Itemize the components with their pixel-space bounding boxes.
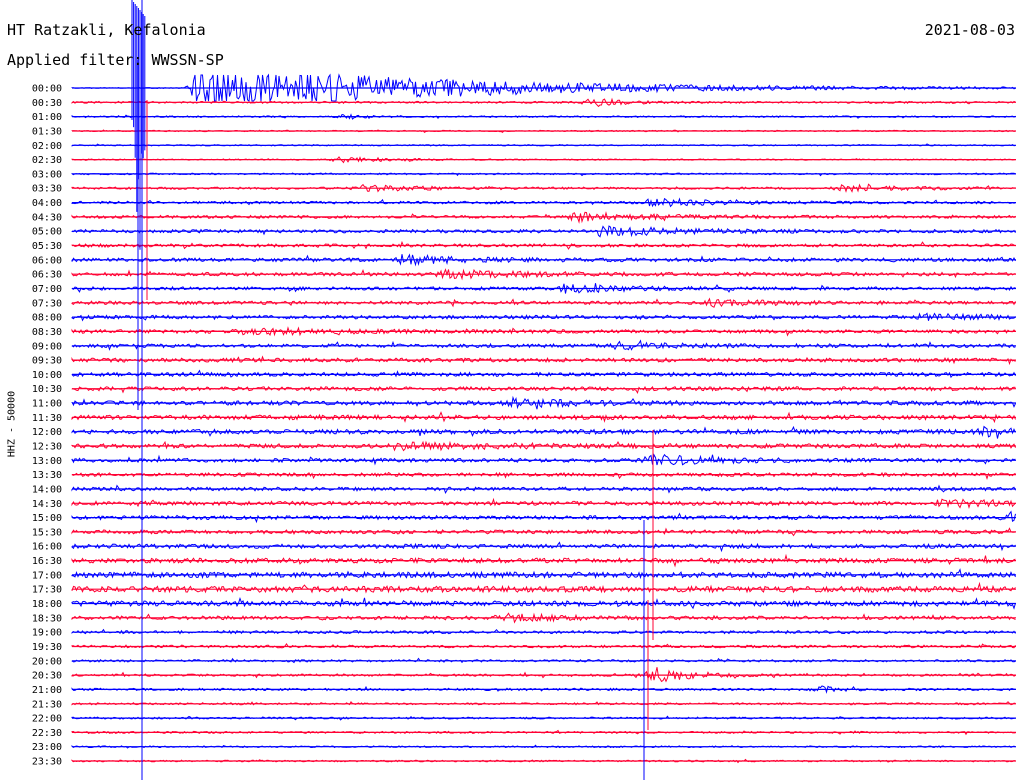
row-tick-label: 11:00 [32, 399, 62, 410]
trace-row [71, 471, 1016, 480]
row-tick-label: 07:30 [32, 298, 62, 309]
trace-row [71, 225, 1016, 238]
trace-row [71, 425, 1016, 439]
row-tick-label: 06:00 [32, 255, 62, 266]
row-tick-label: 11:30 [32, 413, 62, 424]
row-tick-label: 21:30 [32, 699, 62, 710]
trace-row [71, 568, 1016, 580]
row-tick-label: 05:00 [32, 227, 62, 238]
trace-row [71, 612, 1016, 624]
helicorder-traces [71, 0, 1016, 780]
row-tick-label: 09:30 [32, 356, 62, 367]
trace-row [71, 541, 1016, 553]
trace-row [71, 510, 1016, 524]
row-tick-label: 12:30 [32, 442, 62, 453]
row-tick-label: 08:00 [32, 313, 62, 324]
row-tick-label: 18:00 [32, 599, 62, 610]
trace-row [71, 395, 1016, 410]
row-tick-label: 16:30 [32, 556, 62, 567]
row-tick-label: 13:00 [32, 456, 62, 467]
row-tick-label: 07:00 [32, 284, 62, 295]
trace-row [71, 643, 1016, 649]
row-tick-label: 04:00 [32, 198, 62, 209]
row-tick-label: 00:30 [32, 98, 62, 109]
row-tick-label: 09:00 [32, 341, 62, 352]
trace-row [71, 667, 1016, 683]
row-tick-label: 00:00 [32, 84, 62, 95]
row-tick-label: 22:30 [32, 728, 62, 739]
row-tick-label: 08:30 [32, 327, 62, 338]
row-tick-label: 20:00 [32, 656, 62, 667]
row-tick-label: 01:00 [32, 112, 62, 123]
row-tick-label: 01:30 [32, 127, 62, 138]
trace-row [71, 411, 1016, 424]
row-tick-label: 14:00 [32, 485, 62, 496]
row-tick-label: 17:00 [32, 570, 62, 581]
chart-date: 2021-08-03 [924, 21, 1015, 39]
row-tick-label: 23:30 [32, 757, 62, 768]
filter-subtitle: Applied filter: WWSSN-SP [7, 51, 224, 69]
row-tick-label: 19:00 [32, 628, 62, 639]
trace-row [71, 339, 1016, 351]
row-tick-label: 10:30 [32, 384, 62, 395]
row-tick-label: 20:30 [32, 671, 62, 682]
row-tick-label: 15:30 [32, 527, 62, 538]
row-tick-label: 06:30 [32, 270, 62, 281]
row-tick-label: 16:00 [32, 542, 62, 553]
row-tick-label: 15:00 [32, 513, 62, 524]
row-tick-label: 05:30 [32, 241, 62, 252]
row-tick-label: 13:30 [32, 470, 62, 481]
trace-row [71, 326, 1016, 337]
row-tick-label: 21:00 [32, 685, 62, 696]
row-tick-label: 10:00 [32, 370, 62, 381]
trace-row [71, 297, 1016, 308]
trace-row [71, 581, 1016, 594]
row-tick-label: 03:30 [32, 184, 62, 195]
row-tick-label: 14:30 [32, 499, 62, 510]
row-tick-label: 02:30 [32, 155, 62, 166]
y-axis-label: HHZ - 50000 [6, 390, 18, 458]
station-title: HT Ratzakli, Kefalonia [7, 21, 206, 39]
row-tick-label: 19:30 [32, 642, 62, 653]
row-tick-label: 18:30 [32, 613, 62, 624]
row-tick-label: 12:00 [32, 427, 62, 438]
row-tick-label: 03:00 [32, 169, 62, 180]
trace-row [71, 553, 1016, 568]
row-tick-labels: 00:00 00:30 01:00 01:30 02:00 02:30 03:00 03:30… [32, 84, 62, 768]
trace-row [71, 385, 1016, 395]
row-tick-label: 17:30 [32, 585, 62, 596]
row-tick-label: 02:00 [32, 141, 62, 152]
row-tick-label: 04:30 [32, 212, 62, 223]
row-tick-label: 23:00 [32, 742, 62, 753]
trace-row [71, 355, 1016, 366]
row-tick-label: 22:00 [32, 714, 62, 725]
